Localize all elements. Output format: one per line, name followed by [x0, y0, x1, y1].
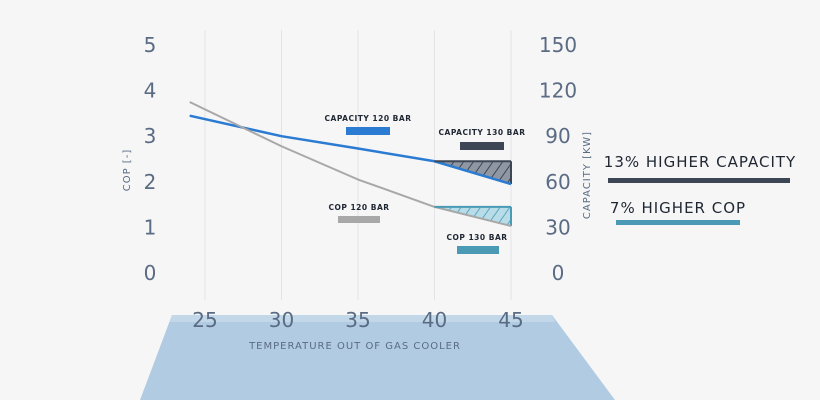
x-tick-35: 35 [345, 308, 370, 332]
x-tick-45: 45 [498, 308, 523, 332]
series-line-capacity-120-bar [189, 114, 512, 186]
right-tick-30: 30 [545, 215, 570, 239]
callout-cop-bar [616, 220, 740, 225]
right-tick-0: 0 [552, 261, 565, 285]
base-plate-edge [170, 315, 555, 322]
legend-swatch-capacity-130 [460, 142, 504, 150]
callout-capacity: 13% HIGHER CAPACITY [604, 153, 796, 183]
x-tick-30: 30 [269, 308, 294, 332]
left-tick-3: 3 [144, 124, 157, 148]
left-axis-title: COP [-] [122, 149, 133, 191]
x-tick-40: 40 [422, 308, 447, 332]
base-plate [140, 315, 615, 400]
legend-swatch-capacity-120 [346, 127, 390, 135]
legend-swatch-cop-120 [338, 216, 380, 223]
legend-cop-130: COP 130 BAR [446, 233, 507, 254]
series-line-cop-120-bar [189, 101, 512, 228]
legend-label-cop-120: COP 120 BAR [328, 203, 389, 212]
legend-cop-120: COP 120 BAR [328, 203, 389, 223]
right-axis-ticks: 0 30 60 90 120 150 [539, 33, 577, 285]
right-tick-150: 150 [539, 33, 577, 57]
right-tick-60: 60 [545, 170, 570, 194]
x-axis-title: TEMPERATURE OUT OF GAS COOLER [248, 341, 461, 352]
right-tick-120: 120 [539, 79, 577, 103]
callout-cop: 7% HIGHER COP [610, 199, 746, 225]
series-lines [189, 101, 512, 228]
left-tick-2: 2 [144, 170, 157, 194]
callout-capacity-text: 13% HIGHER CAPACITY [604, 153, 796, 171]
legend-label-capacity-120: CAPACITY 120 BAR [325, 114, 412, 123]
callout-capacity-bar [608, 178, 790, 183]
legend-capacity-130: CAPACITY 130 BAR [439, 128, 526, 150]
right-axis-title: CAPACITY [KW] [582, 131, 593, 219]
left-tick-0: 0 [144, 261, 157, 285]
left-tick-1: 1 [144, 215, 157, 239]
left-tick-5: 5 [144, 33, 157, 57]
legend-capacity-120: CAPACITY 120 BAR [325, 114, 412, 135]
legend-label-cop-130: COP 130 BAR [446, 233, 507, 242]
x-tick-25: 25 [192, 308, 217, 332]
x-axis-ticks: 25 30 35 40 45 [192, 308, 523, 332]
right-tick-90: 90 [545, 124, 570, 148]
left-tick-4: 4 [144, 79, 157, 103]
left-axis-ticks: 0 1 2 3 4 5 [144, 33, 157, 285]
legend-swatch-cop-130 [457, 246, 499, 254]
legend-label-capacity-130: CAPACITY 130 BAR [439, 128, 526, 137]
callout-cop-text: 7% HIGHER COP [610, 199, 746, 217]
